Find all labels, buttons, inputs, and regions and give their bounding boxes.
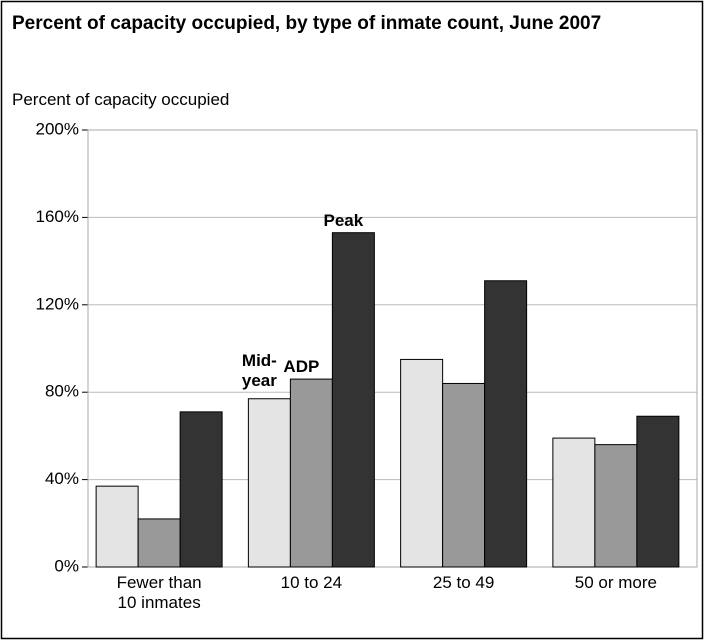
bar <box>442 382 486 568</box>
x-tick-label: 50 or more <box>574 573 657 592</box>
y-axis-label: Percent of capacity occupied <box>12 90 230 109</box>
bar <box>331 232 375 568</box>
x-tick-label: 10 to 24 <box>280 573 343 592</box>
bar <box>594 444 638 568</box>
y-tick-label: 120% <box>36 294 79 313</box>
bar <box>95 485 139 568</box>
bar <box>636 415 680 568</box>
plot-border <box>87 129 698 568</box>
y-tick-label: 40% <box>45 469 79 488</box>
y-tick-label: 0% <box>54 556 79 575</box>
y-tick-label: 80% <box>45 382 79 401</box>
chart-title: Percent of capacity occupied, by type of… <box>12 13 602 34</box>
x-tick-label: 25 to 49 <box>432 573 495 592</box>
bar <box>137 518 181 568</box>
series-label: ADP <box>283 357 320 377</box>
bar <box>179 411 223 568</box>
bar <box>484 280 528 568</box>
bar <box>247 398 291 568</box>
y-tick-label: 200% <box>36 119 79 138</box>
bar <box>552 437 596 568</box>
series-label: Peak <box>323 210 364 230</box>
y-tick-label: 160% <box>36 207 79 226</box>
x-tick-label: Fewer than 10 inmates <box>116 573 202 612</box>
bar <box>289 378 333 568</box>
bar <box>400 358 444 568</box>
series-label: Mid-year <box>241 350 277 390</box>
